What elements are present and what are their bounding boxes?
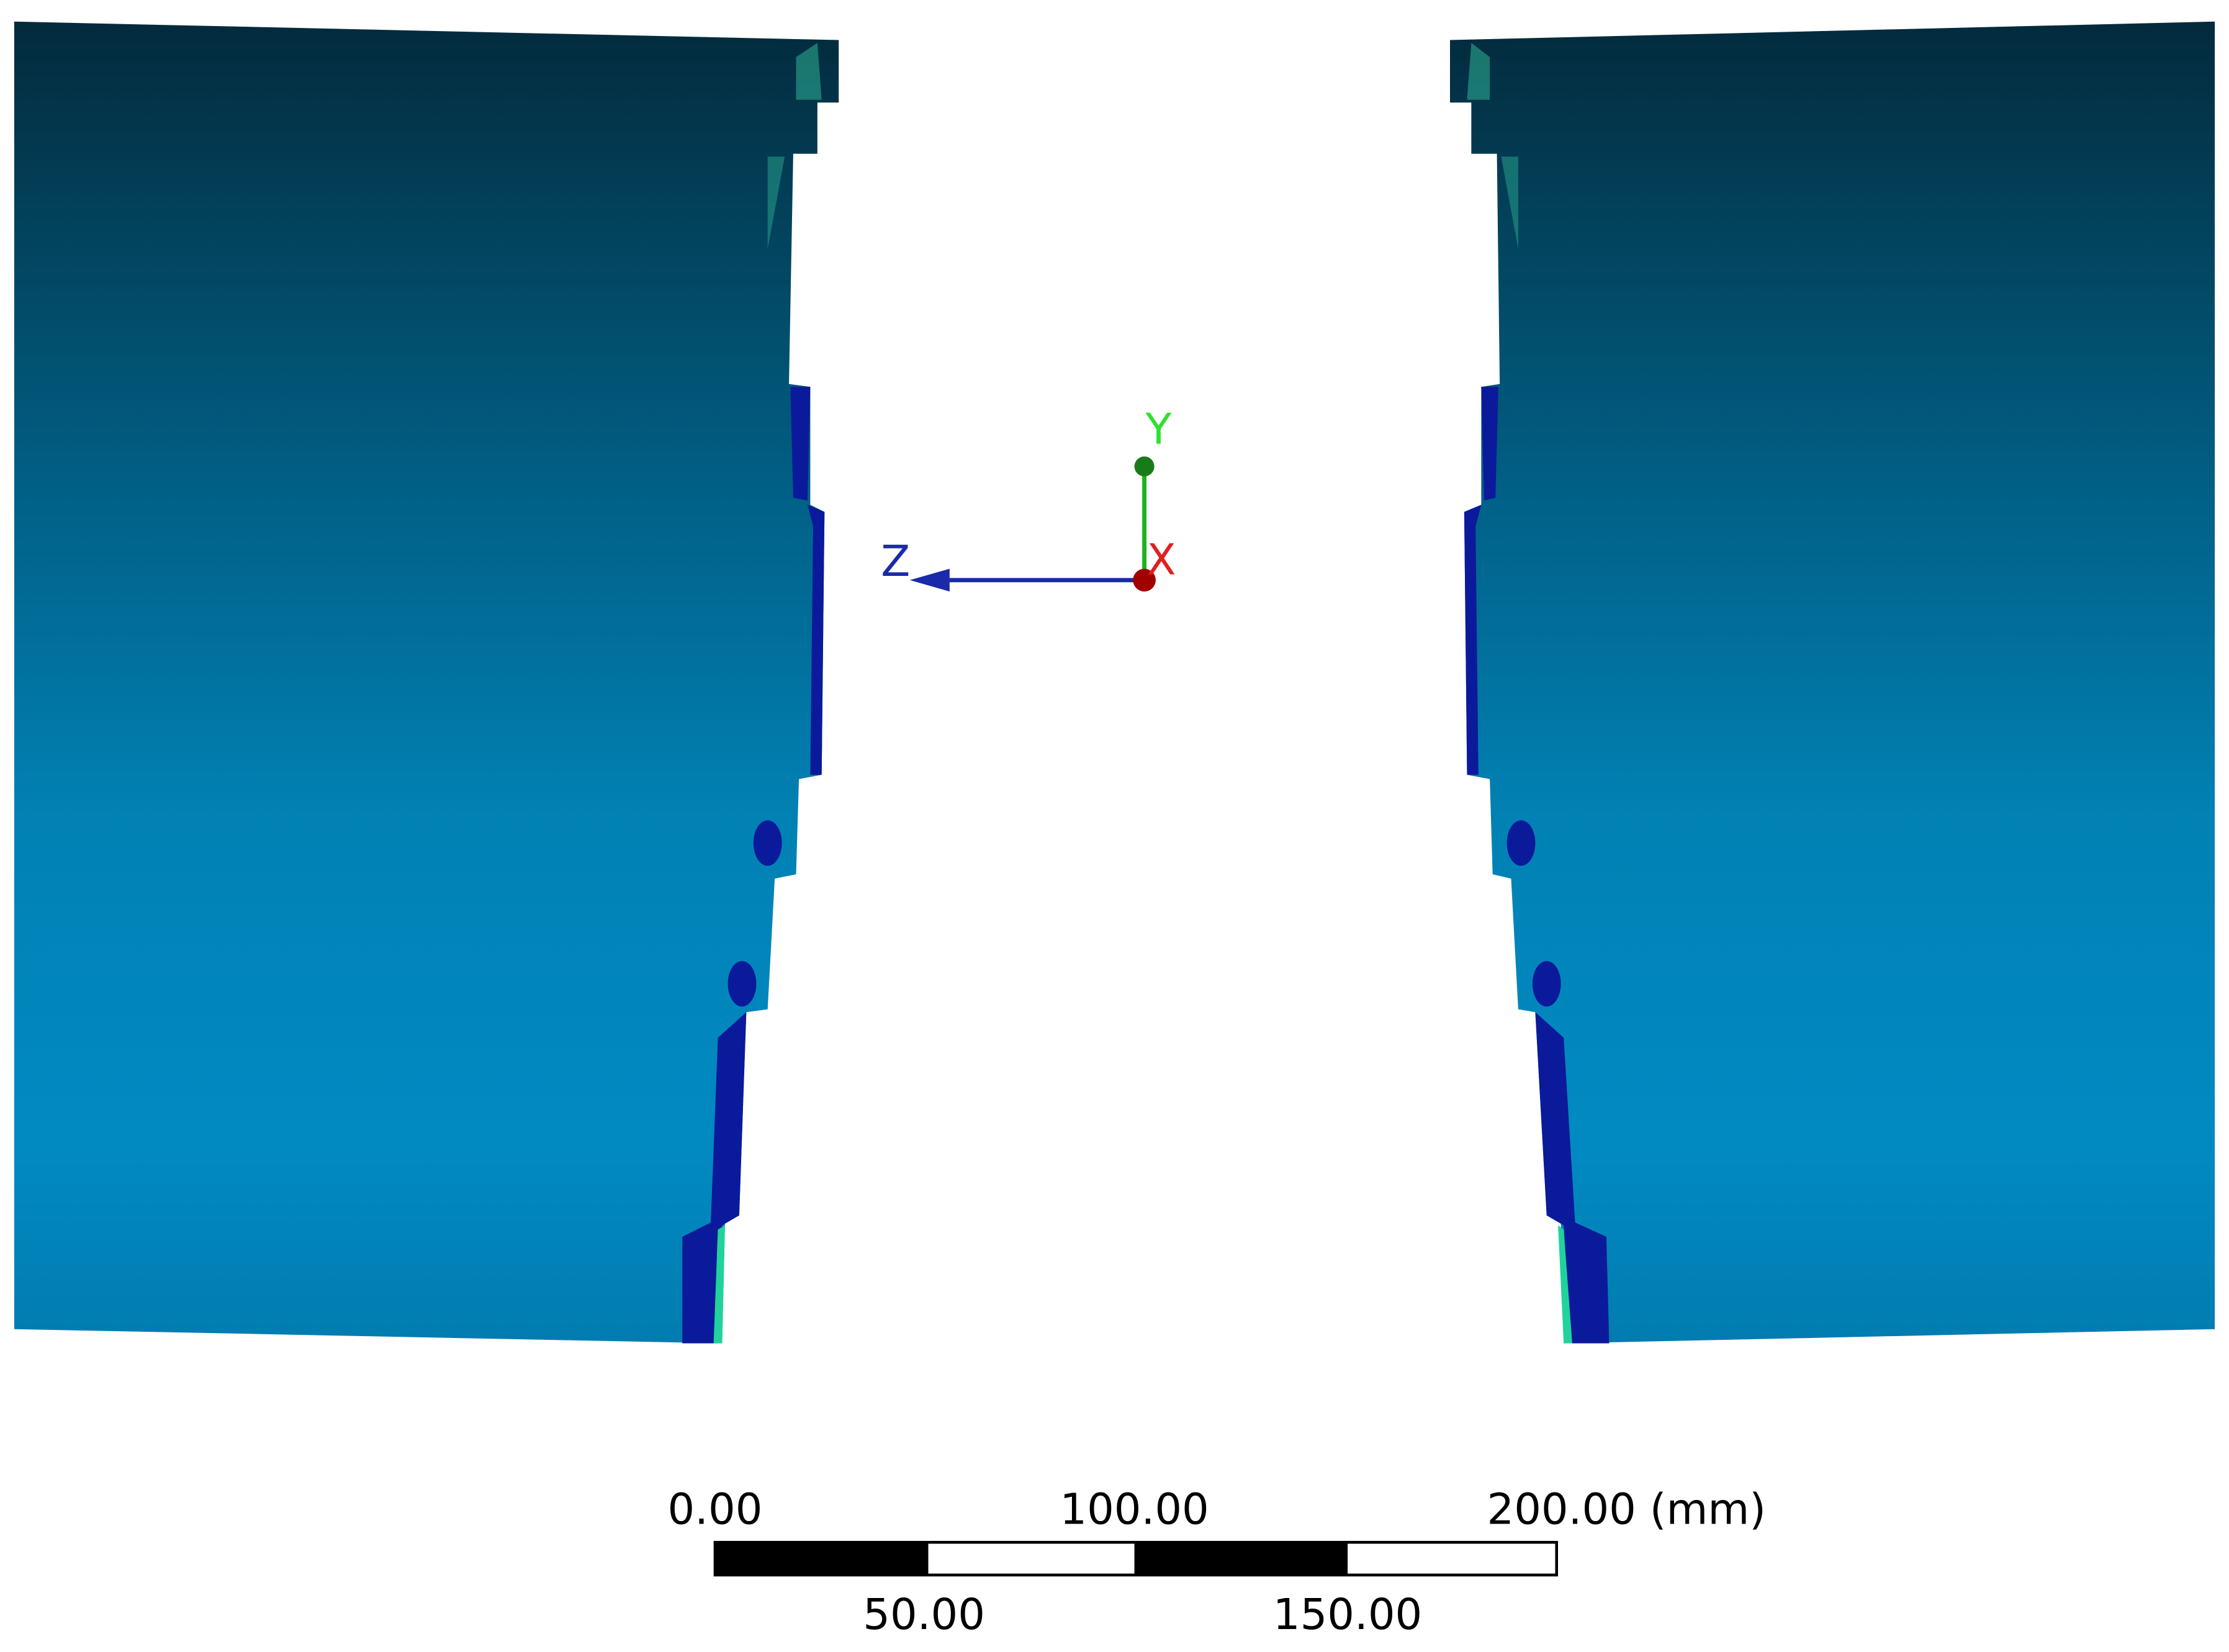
scale-label: 0.00 xyxy=(667,1484,762,1534)
axis-triad: Y Z X xyxy=(881,405,1176,592)
model-right xyxy=(1449,21,2215,1344)
scale-label: 150.00 xyxy=(1273,1590,1422,1640)
z-axis-label: Z xyxy=(881,537,910,586)
model-left xyxy=(14,21,839,1344)
scale-label: 100.00 xyxy=(1060,1484,1209,1534)
y-axis-label: Y xyxy=(1145,405,1173,454)
scale-label: 200.00 (mm) xyxy=(1487,1484,1767,1534)
x-axis-label: X xyxy=(1147,536,1176,585)
scale-bar: 0.00 100.00 200.00 (mm) 50.00 150.00 xyxy=(667,1484,1766,1639)
scale-label: 50.00 xyxy=(863,1590,985,1640)
